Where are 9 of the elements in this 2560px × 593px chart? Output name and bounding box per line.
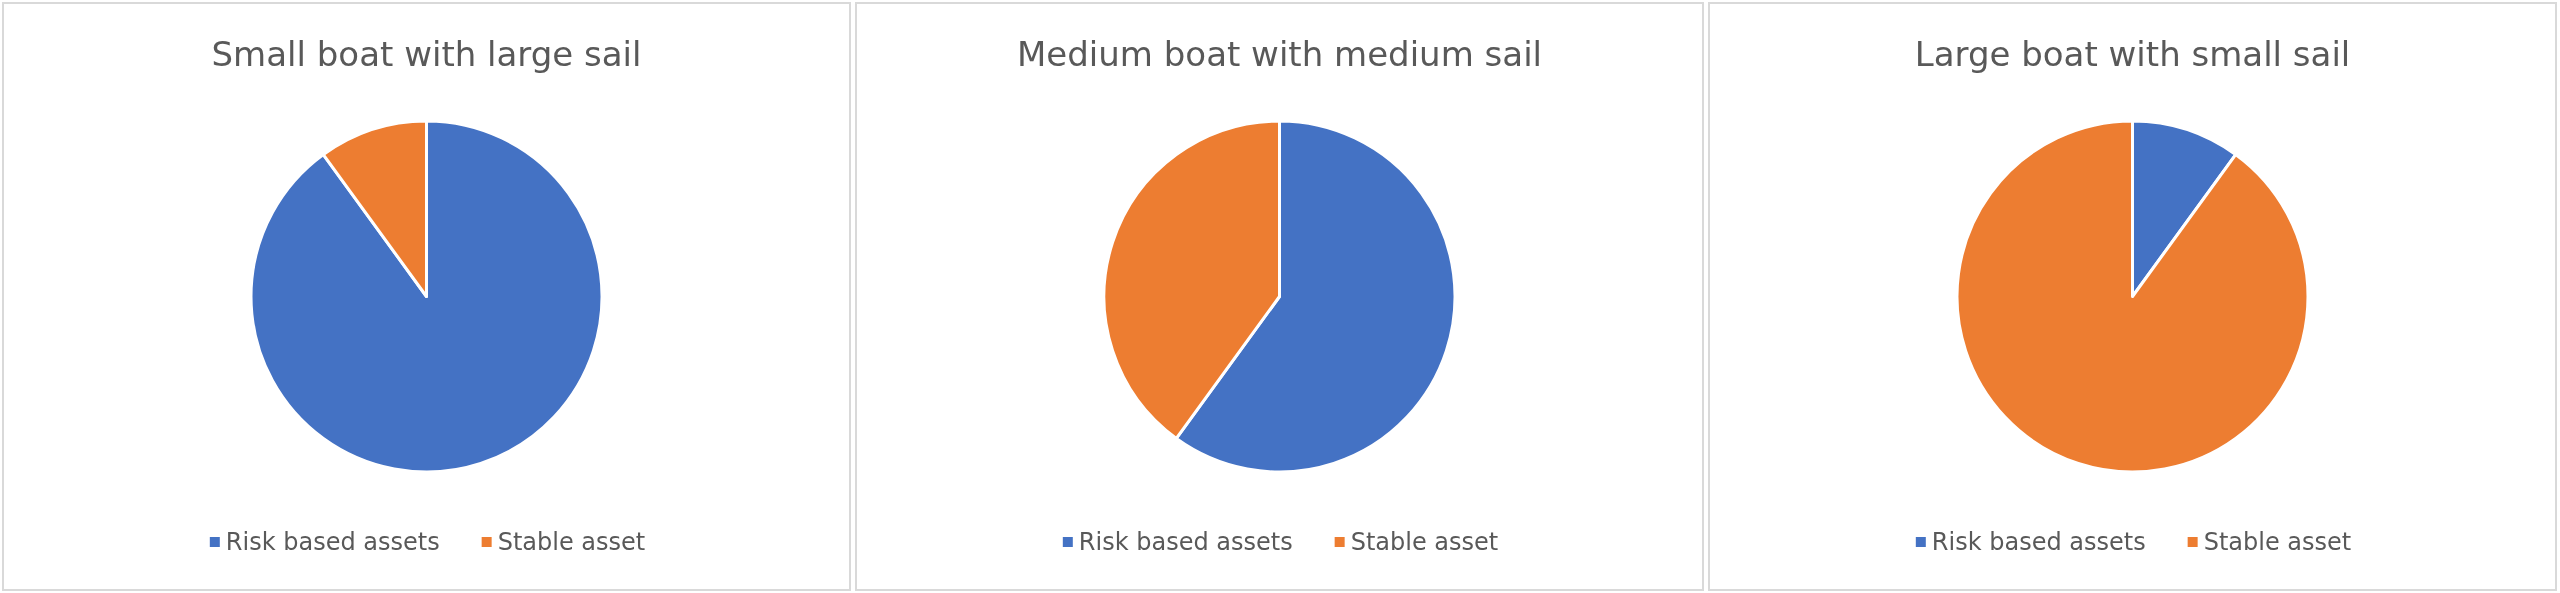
chart-title: Small boat with large sail — [211, 34, 642, 74]
legend-label: Risk based assets — [225, 528, 440, 556]
legend-label: Stable asset — [2203, 528, 2352, 556]
legend-label: Stable asset — [497, 528, 646, 556]
chart-title: Large boat with small sail — [1914, 34, 2351, 74]
chart-title: Medium boat with medium sail — [1016, 34, 1543, 74]
legend-label: Risk based assets — [1931, 528, 2146, 556]
legend-label: Risk based assets — [1078, 528, 1293, 556]
legend-label: Stable asset — [1350, 528, 1499, 556]
